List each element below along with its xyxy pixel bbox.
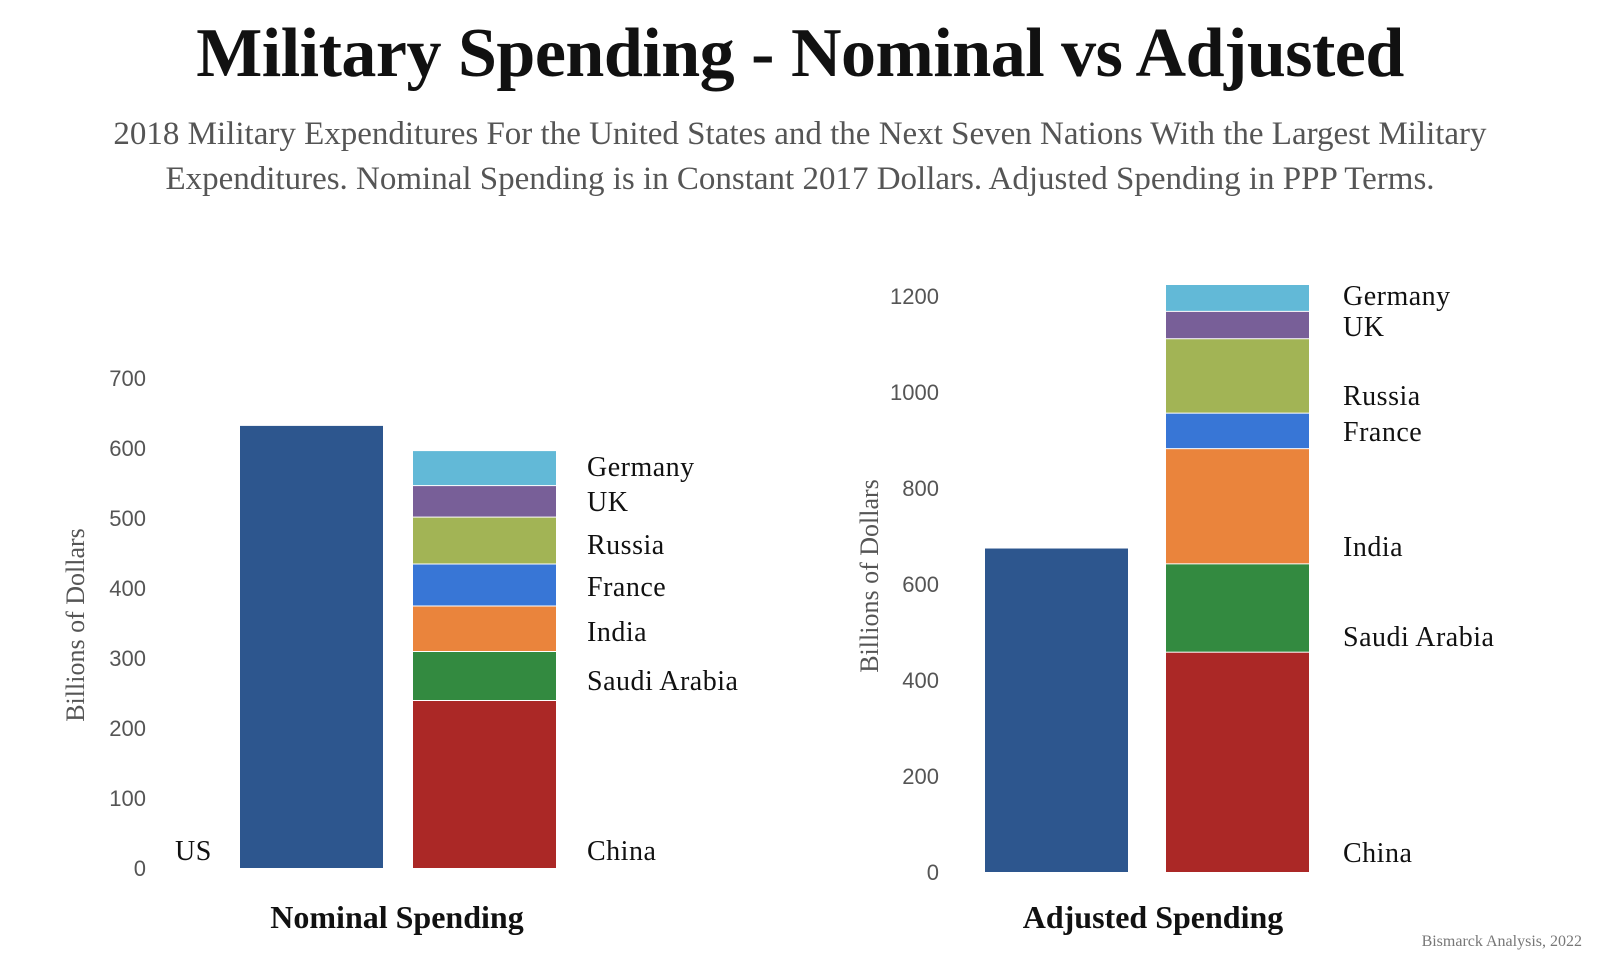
bar-segment-france [413,564,556,606]
bar-segment-uk [1166,311,1309,339]
segment-label-china: China [1343,838,1412,869]
segment-label-germany: Germany [587,452,695,483]
y-tick-label: 700 [109,366,146,391]
y-tick-label: 200 [109,716,146,741]
bar-segment-russia [413,517,556,564]
subtitle-line-2: Expenditures. Nominal Spending is in Con… [165,161,1435,197]
segment-label-germany: Germany [1343,281,1451,312]
y-tick-label: 300 [109,646,146,671]
x-axis-label: Nominal Spending [270,899,523,935]
bar-segment-germany [413,451,556,486]
adjusted-spending-panel: 0 200 400 600 800 1000 1200 Billions of Dollars… [855,281,1494,935]
y-tick-label: 600 [902,572,939,597]
y-tick-label: 400 [109,576,146,601]
y-tick-label: 1200 [890,284,939,309]
chart-subtitle: 2018 Military Expenditures For the Unite… [20,112,1580,202]
y-tick-label: 0 [927,860,939,885]
source-credit: Bismarck Analysis, 2022 [1421,933,1582,950]
bar-segment-uk [413,486,556,517]
segment-label-saudi-arabia: Saudi Arabia [587,666,738,697]
segment-label-russia: Russia [587,530,665,561]
y-tick-label: 600 [109,436,146,461]
bar-segment-china [1166,652,1309,872]
y-tick-label: 0 [134,856,146,881]
bar-segment-india [1166,449,1309,564]
y-axis-label: Billions of Dollars [855,479,884,673]
segment-label-uk: UK [587,487,628,518]
y-tick-label: 1000 [890,380,939,405]
bar-segment-saudi-arabia [413,652,556,700]
bar-segment-india [413,606,556,651]
segment-label-russia: Russia [1343,381,1421,412]
segment-label-india: India [1343,532,1403,563]
x-axis-label: Adjusted Spending [1023,899,1284,935]
bar-segment-china [413,701,556,868]
segment-label-france: France [1343,417,1422,448]
segment-label-saudi-arabia: Saudi Arabia [1343,622,1494,653]
segment-label-us: US [175,836,212,867]
segment-label-china: China [587,836,656,867]
nominal-spending-panel: 0 100 200 300 400 500 600 700 Billions of Dollar… [61,366,738,935]
chart-title: Military Spending - Nominal vs Adjusted [196,15,1404,92]
y-tick-label: 500 [109,506,146,531]
y-tick-label: 100 [109,786,146,811]
segment-label-france: France [587,572,666,603]
y-tick-label: 200 [902,764,939,789]
bar-segment-us [240,425,383,868]
bar-segment-germany [1166,285,1309,311]
segment-label-uk: UK [1343,312,1384,343]
bar-segment-france [1166,413,1309,449]
y-tick-label: 800 [902,476,939,501]
bar-segment-russia [1166,339,1309,413]
y-tick-label: 400 [902,668,939,693]
bar-segment-us [985,548,1128,872]
bar-segment-saudi-arabia [1166,564,1309,652]
subtitle-line-1: 2018 Military Expenditures For the Unite… [113,116,1487,152]
segment-label-india: India [587,617,647,648]
y-axis-label: Billions of Dollars [61,528,90,722]
